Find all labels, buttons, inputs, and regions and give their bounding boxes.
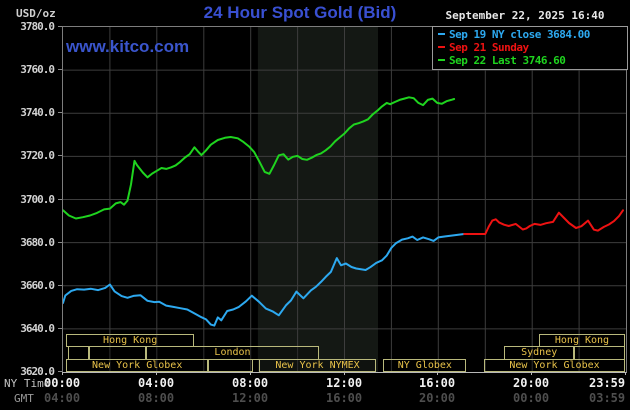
y-tick-label: 3620.0 [20, 365, 55, 378]
ny-time-tick-label: 23:59 [589, 376, 626, 390]
x-tick-mark [437, 372, 438, 375]
y-tick-mark [58, 199, 62, 200]
x-tick-mark [250, 372, 251, 375]
gmt-axis-label: GMT [14, 392, 34, 405]
plot-area: Hong Kong Hong Kong London Sydney New York G… [62, 26, 627, 373]
x-tick-mark [62, 372, 63, 375]
ny-time-axis-label: NY Time [4, 377, 51, 390]
y-tick-label: 3780.0 [20, 20, 55, 33]
session-box-london: London [146, 346, 319, 360]
session-box [208, 359, 253, 372]
legend-item: Sep 21 Sunday [436, 41, 627, 54]
gmt-time-tick-label: 03:59 [589, 391, 626, 405]
session-box-new-york-globex: New York Globex [484, 359, 625, 372]
y-tick-mark [58, 155, 62, 156]
legend-item: Sep 22 Last 3746.60 [436, 54, 627, 67]
gmt-time-tick-label: 08:00 [138, 391, 175, 405]
session-box-sydney: Sydney [504, 346, 575, 360]
y-tick-mark [58, 112, 62, 113]
legend-line-sample-icon [438, 59, 445, 61]
ny-time-tick-label: 12:00 [326, 376, 363, 390]
session-box-new-york-nymex: New York NYMEX [258, 359, 377, 372]
gmt-time-tick-label: 12:00 [232, 391, 269, 405]
y-tick-label: 3660.0 [20, 279, 55, 292]
legend-line-sample-icon [438, 33, 445, 35]
ny-time-tick-label: 04:00 [138, 376, 175, 390]
x-tick-mark [344, 372, 345, 375]
y-tick-mark [58, 371, 62, 372]
chart-canvas [63, 27, 626, 372]
y-tick-mark [58, 328, 62, 329]
y-tick-label: 3680.0 [20, 236, 55, 249]
legend-line-sample-icon [438, 46, 445, 48]
session-box-new-york-globex: New York Globex [66, 359, 209, 372]
ny-time-tick-label: 16:00 [419, 376, 456, 390]
legend: Sep 19 NY close 3684.00 Sep 21 Sunday Sep … [432, 26, 628, 70]
x-tick-mark [531, 372, 532, 375]
y-tick-mark [58, 242, 62, 243]
series-2 [63, 96, 456, 220]
gmt-time-tick-label: 20:00 [419, 391, 456, 405]
gmt-time-tick-label: 04:00 [44, 391, 81, 405]
session-box-ny-globex: NY Globex [383, 359, 467, 372]
session-box [67, 346, 89, 360]
ny-time-tick-label: 20:00 [513, 376, 550, 390]
y-tick-label: 3640.0 [20, 322, 55, 335]
gmt-time-tick-label: 16:00 [326, 391, 363, 405]
y-tick-mark [58, 285, 62, 286]
y-tick-mark [58, 26, 62, 27]
y-tick-mark [58, 69, 62, 70]
session-box [574, 346, 625, 360]
y-tick-label: 3740.0 [20, 106, 55, 119]
gmt-time-tick-label: 00:00 [513, 391, 550, 405]
legend-item: Sep 19 NY close 3684.00 [436, 28, 627, 41]
y-tick-label: 3700.0 [20, 193, 55, 206]
chart-datetime: September 22, 2025 16:40 [445, 9, 605, 22]
session-box [88, 346, 147, 360]
y-axis-unit-label: USD/oz [16, 7, 56, 20]
ny-time-tick-label: 00:00 [44, 376, 81, 390]
y-tick-label: 3760.0 [20, 63, 55, 76]
kitco-watermark-link[interactable]: www.kitco.com [66, 37, 190, 56]
ny-time-tick-label: 08:00 [232, 376, 269, 390]
series-0 [63, 233, 466, 327]
series-1 [463, 209, 624, 235]
market-session-boxes: Hong Kong Hong Kong London Sydney New York G… [63, 27, 626, 372]
x-tick-mark [625, 372, 626, 375]
chart-title: 24 Hour Spot Gold (Bid) [203, 3, 397, 22]
y-tick-label: 3720.0 [20, 149, 55, 162]
x-tick-mark [156, 372, 157, 375]
